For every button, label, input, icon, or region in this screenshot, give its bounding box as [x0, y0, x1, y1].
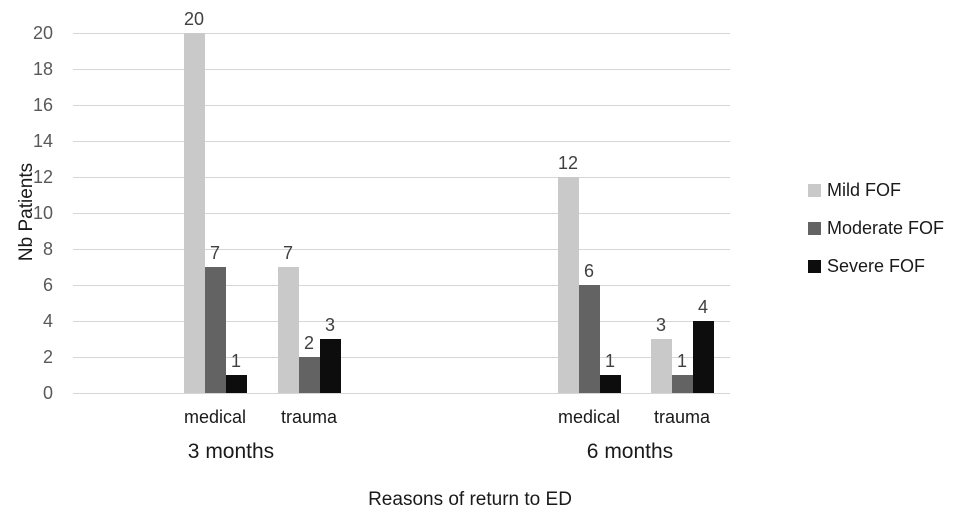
- y-tick-label: 12: [32, 166, 53, 187]
- gridline: [73, 320, 730, 322]
- y-tick-label: 6: [42, 274, 53, 295]
- bar-value-label: 3: [655, 315, 667, 335]
- gridline: [73, 68, 730, 70]
- y-tick-label: 18: [32, 58, 53, 79]
- legend-label: Mild FOF: [827, 179, 901, 200]
- legend: Mild FOF Moderate FOF Severe FOF: [808, 180, 944, 294]
- y-tick-label: 4: [42, 310, 53, 331]
- y-tick-label: 8: [42, 238, 53, 259]
- group-label: 3 months: [187, 440, 275, 463]
- bar-value-label: 1: [230, 351, 242, 371]
- bar-value-label: 2: [303, 333, 315, 353]
- bar-severe-fof: [319, 339, 341, 393]
- gridline: [73, 356, 730, 358]
- gridline: [73, 176, 730, 178]
- y-tick-label: 10: [32, 202, 53, 223]
- gridline: [73, 248, 730, 250]
- bar-moderate-fof: [204, 267, 226, 393]
- legend-swatch: [808, 259, 821, 273]
- category-label: medical: [183, 407, 247, 427]
- group-label: 6 months: [586, 440, 674, 463]
- bar-value-label: 6: [583, 261, 595, 281]
- y-tick-label: 2: [42, 346, 53, 367]
- category-label: trauma: [653, 407, 711, 427]
- y-tick-label: 20: [32, 22, 53, 43]
- category-label: medical: [557, 407, 621, 427]
- legend-item: Moderate FOF: [808, 218, 944, 238]
- bar-value-label: 20: [183, 9, 205, 29]
- bar-severe-fof: [599, 375, 621, 393]
- gridline: [73, 140, 730, 142]
- bar-mild-fof: [277, 267, 299, 393]
- gridline: [73, 284, 730, 286]
- legend-item: Mild FOF: [808, 180, 944, 200]
- gridline: [73, 104, 730, 106]
- legend-swatch: [808, 221, 821, 235]
- bar-mild-fof: [557, 177, 579, 393]
- bar-value-label: 1: [604, 351, 616, 371]
- bar-moderate-fof: [671, 375, 693, 393]
- bar-value-label: 3: [324, 315, 336, 335]
- legend-label: Severe FOF: [827, 255, 926, 276]
- bar-value-label: 7: [209, 243, 221, 263]
- bar-value-label: 4: [697, 297, 709, 317]
- y-tick-label: 16: [32, 94, 53, 115]
- bar-mild-fof: [650, 339, 672, 393]
- gridline: [73, 212, 730, 214]
- plot-area: 20 7 12 3 7 2 6 1 1 3 1 4: [73, 9, 730, 394]
- legend-item: Severe FOF: [808, 256, 944, 276]
- bar-moderate-fof: [298, 357, 320, 393]
- bar-severe-fof: [692, 321, 714, 393]
- bar-value-label: 12: [557, 153, 579, 173]
- legend-swatch: [808, 183, 821, 197]
- gridline: [73, 392, 730, 394]
- bar-mild-fof: [183, 33, 205, 393]
- bar-moderate-fof: [578, 285, 600, 393]
- y-tick-label: 0: [42, 382, 53, 403]
- bar-severe-fof: [225, 375, 247, 393]
- gridline: [73, 32, 730, 34]
- legend-label: Moderate FOF: [827, 217, 945, 238]
- y-tick-label: 14: [32, 130, 53, 151]
- bar-value-label: 1: [676, 351, 688, 371]
- bar-value-label: 7: [282, 243, 294, 263]
- category-label: trauma: [280, 407, 338, 427]
- x-axis-title: Reasons of return to ED: [368, 489, 572, 510]
